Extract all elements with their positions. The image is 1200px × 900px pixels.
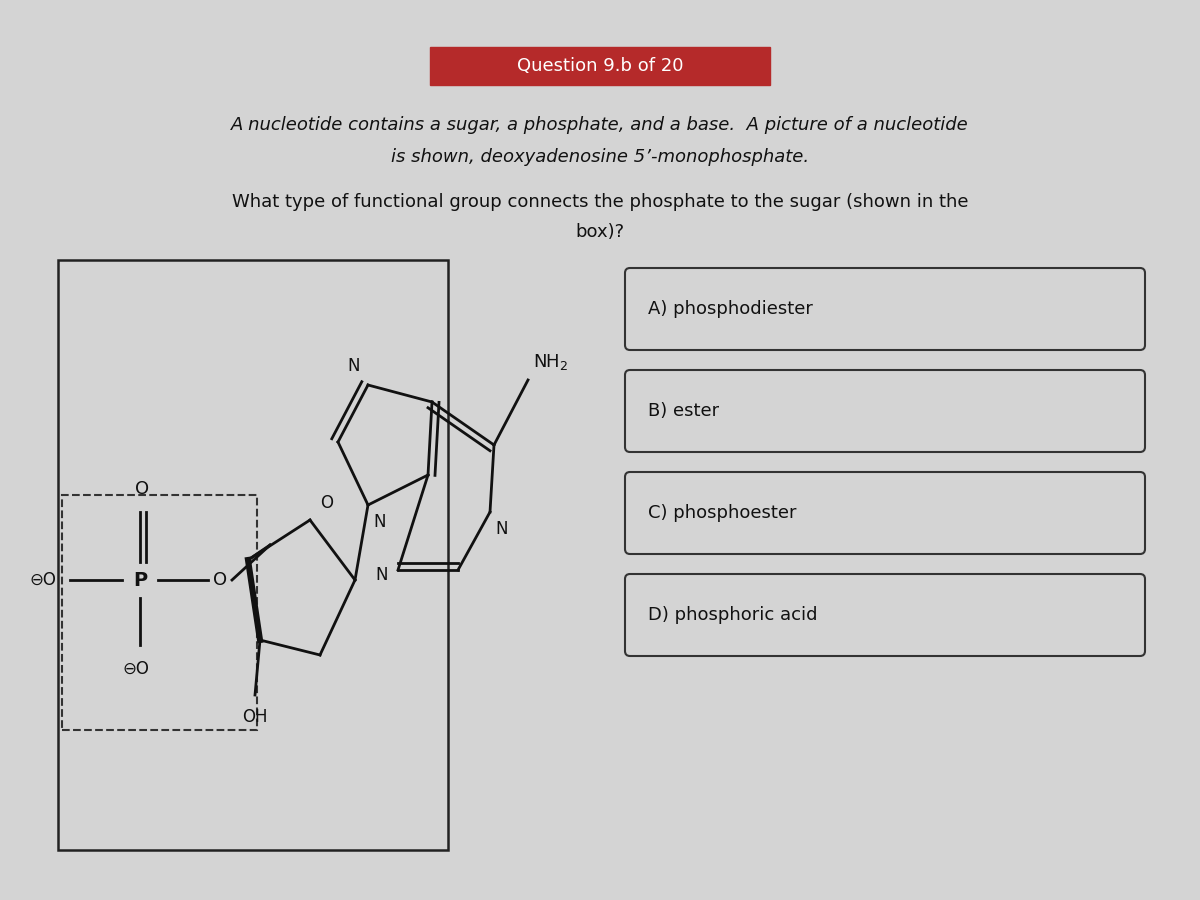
Text: N: N (373, 513, 385, 531)
Text: N: N (496, 520, 508, 538)
Text: Question 9.b of 20: Question 9.b of 20 (517, 57, 683, 75)
FancyBboxPatch shape (625, 370, 1145, 452)
Text: O: O (320, 494, 334, 512)
FancyBboxPatch shape (625, 268, 1145, 350)
Text: NH$_2$: NH$_2$ (533, 352, 569, 372)
Text: N: N (348, 357, 360, 375)
Text: N: N (376, 566, 388, 584)
Text: ⊖O: ⊖O (29, 571, 56, 589)
Text: ⊖O: ⊖O (122, 660, 150, 678)
Text: O: O (212, 571, 227, 589)
Text: B) ester: B) ester (648, 402, 719, 420)
Text: What type of functional group connects the phosphate to the sugar (shown in the: What type of functional group connects t… (232, 193, 968, 211)
Text: D) phosphoric acid: D) phosphoric acid (648, 606, 817, 624)
Bar (58, 260, 448, 850)
Text: A nucleotide contains a sugar, a phosphate, and a base.  A picture of a nucleoti: A nucleotide contains a sugar, a phospha… (232, 116, 968, 134)
Text: O: O (134, 480, 149, 498)
Text: C) phosphoester: C) phosphoester (648, 504, 797, 522)
Bar (62, 495, 257, 730)
Text: is shown, deoxyadenosine 5’-monophosphate.: is shown, deoxyadenosine 5’-monophosphat… (391, 148, 809, 166)
Text: A) phosphodiester: A) phosphodiester (648, 300, 812, 318)
Bar (430, 47, 770, 85)
FancyBboxPatch shape (625, 472, 1145, 554)
FancyBboxPatch shape (625, 574, 1145, 656)
Text: box)?: box)? (576, 223, 624, 241)
Text: P: P (133, 571, 148, 590)
Text: OH: OH (242, 708, 268, 726)
